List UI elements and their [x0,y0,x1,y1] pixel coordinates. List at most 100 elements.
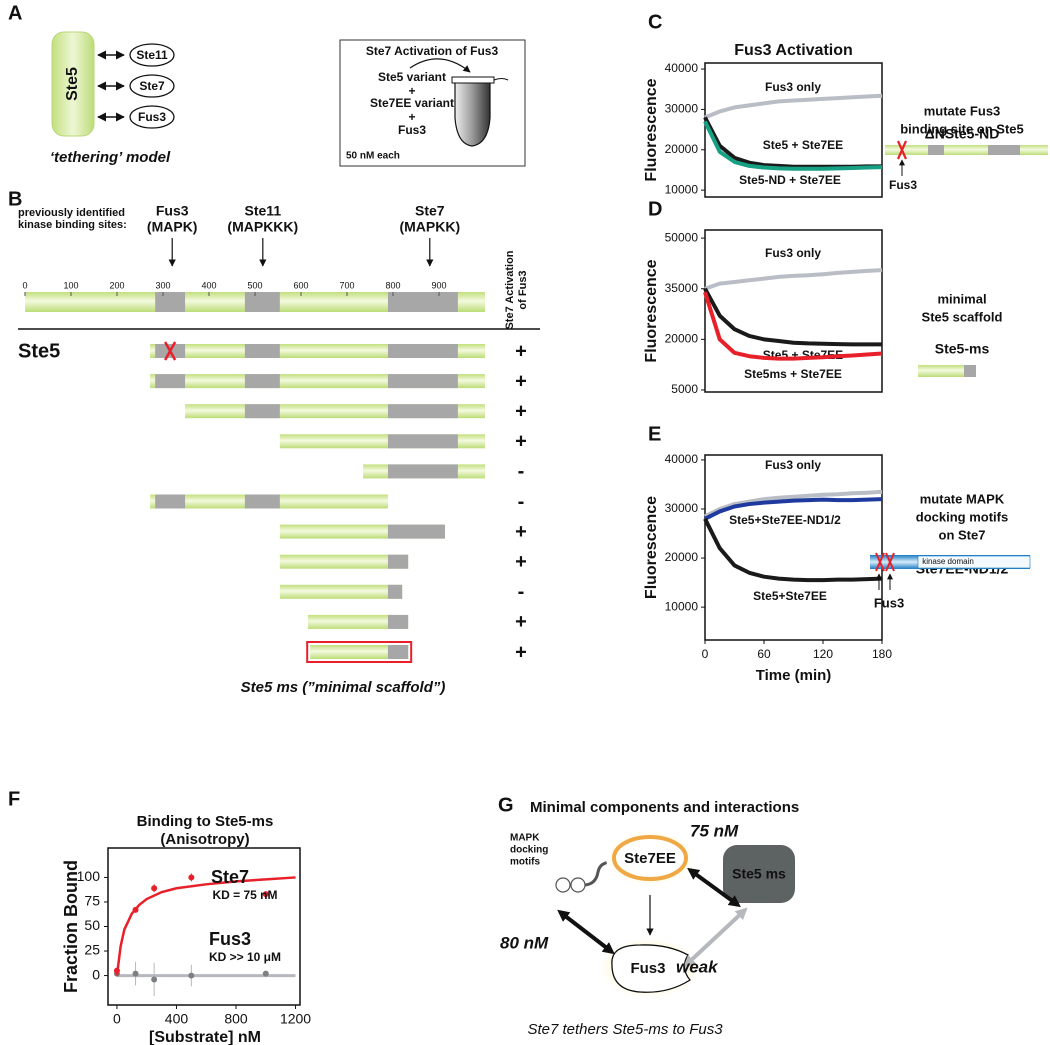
y-tick-label: 10000 [665,182,699,196]
activity-result: + [515,400,527,422]
marker-label: Fus3 [874,595,904,610]
x-tick-label: 1200 [280,1011,311,1027]
construct-name: Ste5-ms [935,341,990,357]
model-caption: ‘tethering’ model [50,149,171,166]
domain-block [387,404,458,419]
scaffold-shape [723,845,795,903]
domain-block [387,292,458,312]
x-axis-label: Time (min) [756,667,832,684]
scaffold-shape [51,31,95,137]
y-tick-label: 40000 [665,61,699,75]
linker [584,860,613,887]
motif-label: motifs [510,857,540,868]
y-tick-label: 10000 [665,599,699,613]
y-tick-label: 35000 [665,281,699,295]
domain-block [155,292,186,312]
partner-label: Ste11 [136,48,168,62]
scale-label: 300 [155,280,170,290]
ste7-label: Ste7EE [624,850,676,867]
series-line [704,268,883,291]
domain-block [387,434,458,449]
partner-shape [129,74,175,98]
mini-domain [964,365,976,377]
construct-caption: Ste5 ms (”minimal scaffold”) [241,679,446,696]
domain-block [387,645,409,659]
construct-bar [279,554,409,569]
mini-domain [928,145,944,155]
data-point [262,891,269,898]
series-note: KD = 75 nM [212,888,277,902]
plot-frame [704,62,883,198]
assay-line: + [408,84,415,98]
y-axis-label: Fluorescence [643,259,660,362]
chart-title: (Anisotropy) [160,831,249,848]
data-point [151,976,158,983]
y-tick-label: 25 [84,942,100,958]
column-header: of Fus3 [517,270,529,309]
x-tick-label: 60 [757,647,771,661]
plot-frame [107,847,301,1006]
domain-block [387,524,445,539]
data-point [113,967,120,974]
annotation-text: mutate Fus3 [924,103,1001,118]
site-kind: (MAPKK) [399,219,460,235]
y-tick-label: 40000 [665,452,699,466]
kinase-box [917,555,1031,569]
series-label: Ste5-ND + Ste7EE [739,173,841,187]
x-axis-label: [Substrate] nM [149,1029,261,1045]
scale-label: 900 [431,280,446,290]
domain-block [244,404,280,419]
series-label: Ste5 + Ste7EE [763,138,843,152]
scaffold-label: Ste5 [64,67,81,101]
series-label: Ste5+Ste7EE [753,589,827,603]
annotation-text: minimal [937,291,986,306]
binding-arrow [557,909,615,955]
domain-block [244,374,280,389]
data-point [132,906,139,913]
series-label: Fus3 [209,929,251,949]
partner-shape [129,43,175,67]
panel-letter: F [8,788,20,810]
column-header: Ste7 Activation [504,250,516,329]
construct-bar [310,645,409,659]
domain-block [244,344,280,358]
construct-bar [279,584,403,599]
panel-title: Minimal components and interactions [530,799,799,816]
y-tick-label: 5000 [671,382,698,396]
panel-letter: E [648,423,661,445]
data-point [188,874,195,881]
series-label: Ste5+Ste7EE-ND1/2 [729,513,841,527]
assay-line: Ste7EE variant [370,96,454,110]
intro-text: kinase binding sites: [18,219,127,231]
x-tick-label: 120 [813,647,833,661]
tube-cap [451,76,495,84]
site-name: Ste7 [415,203,445,219]
motif-ring [555,877,571,893]
data-point [262,970,269,977]
site-name: Fus3 [156,203,189,219]
data-point [188,972,195,979]
series-label: Fus3 only [765,80,821,94]
panel-caption: Ste7 tethers Ste5-ms to Fus3 [527,1021,723,1038]
mini-bar [885,145,1048,155]
site-kind: (MAPKKK) [227,219,298,235]
tube [454,81,491,147]
activity-result: + [515,641,527,663]
panel-letter: D [648,198,662,220]
panel-letter: C [648,11,662,33]
activity-result: + [515,370,527,392]
activity-result: + [515,611,527,633]
series-line [704,497,883,521]
y-tick-label: 0 [92,966,100,982]
series-line [703,291,883,361]
scale-label: 600 [293,280,308,290]
y-tick-label: 30000 [665,501,699,515]
mutation-x [164,341,177,361]
data-point [151,885,158,892]
mini-bar [918,365,964,377]
affinity-label: 75 nM [690,821,739,840]
ste7-shape [612,835,688,881]
partner-label: Fus3 [138,110,166,124]
data-point [132,970,139,977]
mini-domain [988,145,1020,155]
